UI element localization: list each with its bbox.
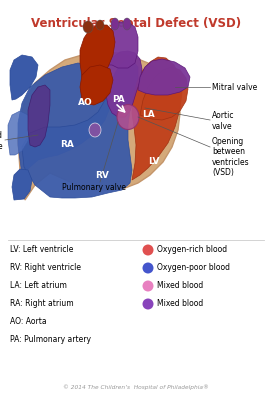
Polygon shape xyxy=(80,25,115,79)
Polygon shape xyxy=(28,85,50,147)
Circle shape xyxy=(143,280,153,292)
Text: LA: Left atrium: LA: Left atrium xyxy=(10,282,67,290)
Text: Mixed blood: Mixed blood xyxy=(157,282,203,290)
Polygon shape xyxy=(12,169,32,200)
Ellipse shape xyxy=(117,105,139,130)
Text: Aortic
valve: Aortic valve xyxy=(212,111,234,131)
Circle shape xyxy=(143,299,153,310)
Text: Oxygen-poor blood: Oxygen-poor blood xyxy=(157,263,230,273)
Ellipse shape xyxy=(96,20,104,30)
Text: AO: Aorta: AO: Aorta xyxy=(10,318,47,327)
Text: RV: Right ventricle: RV: Right ventricle xyxy=(10,263,81,273)
Text: Pulmonary valve: Pulmonary valve xyxy=(62,182,126,192)
Ellipse shape xyxy=(111,18,119,30)
Ellipse shape xyxy=(89,123,101,137)
Text: RA: RA xyxy=(60,140,74,149)
Polygon shape xyxy=(140,67,188,120)
Polygon shape xyxy=(132,57,182,180)
Text: Tricuspid
valve: Tricuspid valve xyxy=(0,131,3,151)
Text: © 2014 The Children’s  Hospital of Philadelphia®: © 2014 The Children’s Hospital of Philad… xyxy=(63,384,209,390)
Circle shape xyxy=(143,245,153,256)
Polygon shape xyxy=(80,65,113,105)
Polygon shape xyxy=(138,59,190,95)
Text: RA: Right atrium: RA: Right atrium xyxy=(10,299,74,308)
Polygon shape xyxy=(18,52,180,200)
Circle shape xyxy=(143,263,153,273)
Text: LV: Left ventricle: LV: Left ventricle xyxy=(10,246,73,254)
Text: PA: Pulmonary artery: PA: Pulmonary artery xyxy=(10,335,91,344)
Text: LA: LA xyxy=(142,110,154,119)
Text: Oxygen-rich blood: Oxygen-rich blood xyxy=(157,246,227,254)
Text: AO: AO xyxy=(78,98,93,107)
Polygon shape xyxy=(106,22,138,68)
Text: Ventricular Septal Defect (VSD): Ventricular Septal Defect (VSD) xyxy=(31,17,241,30)
Polygon shape xyxy=(10,55,38,100)
Text: Opening
between
ventricles
(VSD): Opening between ventricles (VSD) xyxy=(212,137,250,177)
Text: PA: PA xyxy=(112,95,125,104)
Ellipse shape xyxy=(83,21,93,33)
Ellipse shape xyxy=(123,18,131,30)
Polygon shape xyxy=(8,111,30,155)
Text: Mitral valve: Mitral valve xyxy=(212,83,257,92)
Text: RV: RV xyxy=(95,171,109,180)
Text: LV: LV xyxy=(148,158,159,166)
Polygon shape xyxy=(18,63,112,175)
Text: Mixed blood: Mixed blood xyxy=(157,299,203,308)
Polygon shape xyxy=(22,60,138,198)
Polygon shape xyxy=(105,51,142,117)
